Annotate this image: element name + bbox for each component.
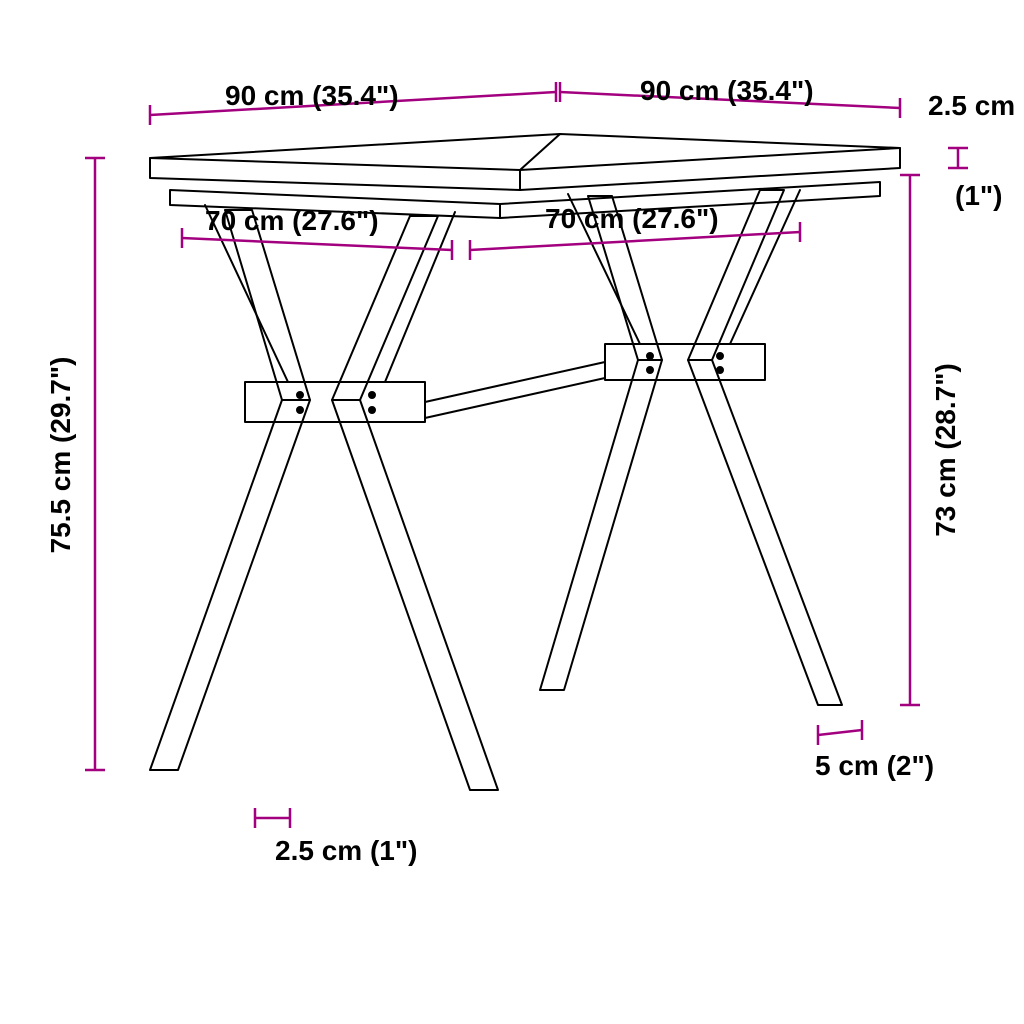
label-top-thickness-in: (1")	[955, 180, 1003, 211]
dim-top-thickness	[948, 148, 968, 168]
label-foot-depth: 5 cm (2")	[815, 750, 934, 781]
label-leg-span-front: 70 cm (27.6")	[205, 205, 379, 236]
dimension-lines	[85, 82, 968, 828]
dim-leg-thickness	[255, 808, 290, 828]
label-total-height: 75.5 cm (29.7")	[45, 357, 76, 554]
label-leg-span-back: 70 cm (27.6")	[545, 203, 719, 234]
label-leg-thickness: 2.5 cm (1")	[275, 835, 417, 866]
label-underside-height: 73 cm (28.7")	[930, 363, 961, 537]
dim-total-height	[85, 158, 105, 770]
label-width: 90 cm (35.4")	[225, 80, 399, 111]
label-depth: 90 cm (35.4")	[640, 75, 814, 106]
dimension-labels: 90 cm (35.4") 90 cm (35.4") 2.5 cm (1") …	[45, 75, 1015, 866]
dim-foot-depth	[818, 720, 862, 745]
label-top-thickness: 2.5 cm	[928, 90, 1015, 121]
dim-underside-height	[900, 175, 920, 705]
